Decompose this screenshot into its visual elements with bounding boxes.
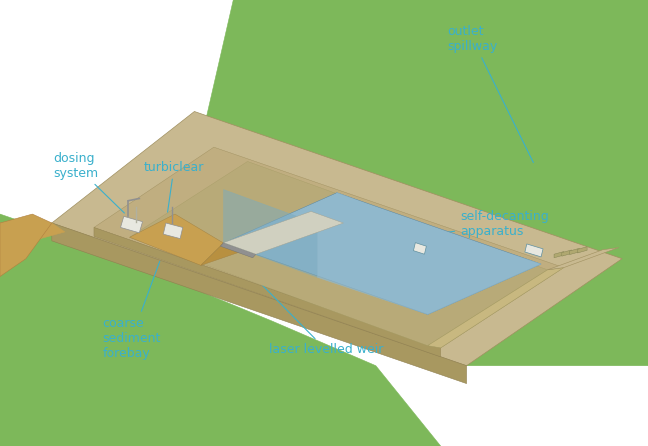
Polygon shape — [163, 223, 183, 239]
Polygon shape — [224, 190, 318, 277]
Polygon shape — [130, 161, 548, 346]
Polygon shape — [0, 214, 52, 277]
Polygon shape — [570, 248, 579, 255]
Text: coarse
sediment
forebay: coarse sediment forebay — [102, 261, 161, 359]
Text: laser levelled weir: laser levelled weir — [240, 263, 384, 356]
Polygon shape — [562, 250, 572, 256]
Polygon shape — [94, 227, 441, 357]
Polygon shape — [525, 244, 543, 257]
Polygon shape — [428, 268, 564, 348]
Polygon shape — [413, 243, 426, 254]
Polygon shape — [52, 223, 467, 384]
Polygon shape — [548, 248, 619, 270]
Polygon shape — [130, 214, 224, 265]
Polygon shape — [201, 243, 246, 265]
Text: turbiclear: turbiclear — [144, 161, 204, 212]
Polygon shape — [194, 0, 648, 366]
Polygon shape — [577, 247, 587, 253]
Polygon shape — [121, 216, 143, 233]
Polygon shape — [224, 193, 541, 314]
Polygon shape — [554, 252, 564, 258]
Polygon shape — [0, 223, 65, 250]
Polygon shape — [220, 243, 256, 258]
Polygon shape — [52, 112, 622, 366]
Polygon shape — [94, 147, 564, 348]
Polygon shape — [318, 193, 541, 314]
Polygon shape — [0, 214, 441, 446]
Polygon shape — [224, 211, 343, 254]
Text: self-decanting
apparatus: self-decanting apparatus — [417, 210, 549, 238]
Text: dosing
system: dosing system — [53, 152, 124, 213]
Text: outlet
spillway: outlet spillway — [447, 25, 533, 162]
